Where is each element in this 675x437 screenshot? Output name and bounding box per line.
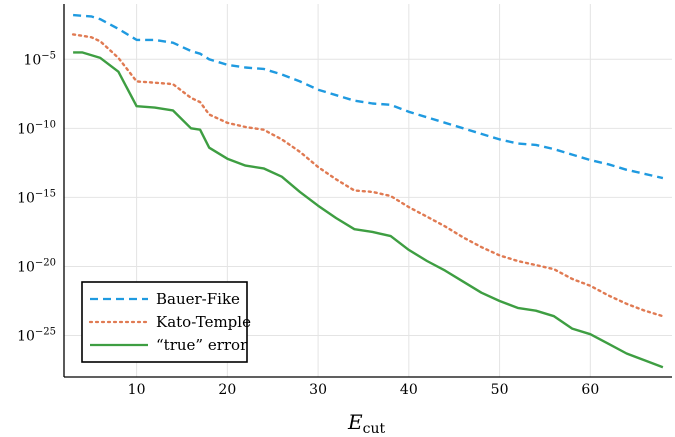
series-line-bauer-fike — [73, 13, 664, 180]
x-tick-label-4: 50 — [491, 382, 509, 398]
legend-label-bauer-fike: Bauer-Fike — [156, 290, 240, 308]
y-tick-label-base-2: 10 — [17, 190, 35, 206]
y-tick-label-base-0: 10 — [23, 52, 41, 68]
y-tick-label-exp-1: −10 — [35, 119, 56, 130]
series-line-true-error — [73, 51, 664, 369]
legend: Bauer-Fike Kato-Temple “true” error — [81, 281, 251, 363]
x-axis-title: Ecut — [347, 410, 385, 437]
x-axis-title-sub: cut — [363, 421, 386, 437]
y-tick-label-exp-2: −15 — [35, 188, 56, 199]
y-tick-label-base-4: 10 — [17, 329, 35, 345]
y-tick-label-base-3: 10 — [17, 259, 35, 275]
y-tick-label-2: 10−15 — [17, 188, 56, 206]
y-tick-label-exp-4: −25 — [35, 327, 56, 338]
x-tick-labels: 10 20 30 40 50 60 — [128, 382, 600, 398]
x-tick-label-0: 10 — [128, 382, 146, 398]
legend-label-kato-temple: Kato-Temple — [156, 313, 251, 331]
y-tick-label-0: 10−5 — [23, 50, 56, 68]
axes — [63, 4, 672, 378]
y-tick-label-base-1: 10 — [17, 121, 35, 137]
legend-entry-true-error: “true” error — [90, 336, 248, 354]
y-tick-label-1: 10−10 — [17, 119, 56, 137]
legend-label-true-error: “true” error — [156, 336, 248, 354]
legend-entry-bauer-fike: Bauer-Fike — [90, 290, 240, 308]
y-tick-label-exp-3: −20 — [35, 257, 56, 268]
series-line-kato-temple — [71, 33, 665, 318]
x-tick-label-5: 60 — [581, 382, 599, 398]
series-lines — [71, 13, 665, 369]
x-tick-label-1: 20 — [218, 382, 236, 398]
x-axis-title-main: E — [347, 410, 363, 434]
y-tick-label-4: 10−25 — [17, 327, 56, 345]
x-tick-label-3: 40 — [400, 382, 418, 398]
y-tick-label-exp-0: −5 — [41, 50, 56, 61]
legend-entry-kato-temple: Kato-Temple — [88, 313, 251, 331]
y-tick-label-3: 10−20 — [17, 257, 56, 275]
x-tick-label-2: 30 — [309, 382, 327, 398]
